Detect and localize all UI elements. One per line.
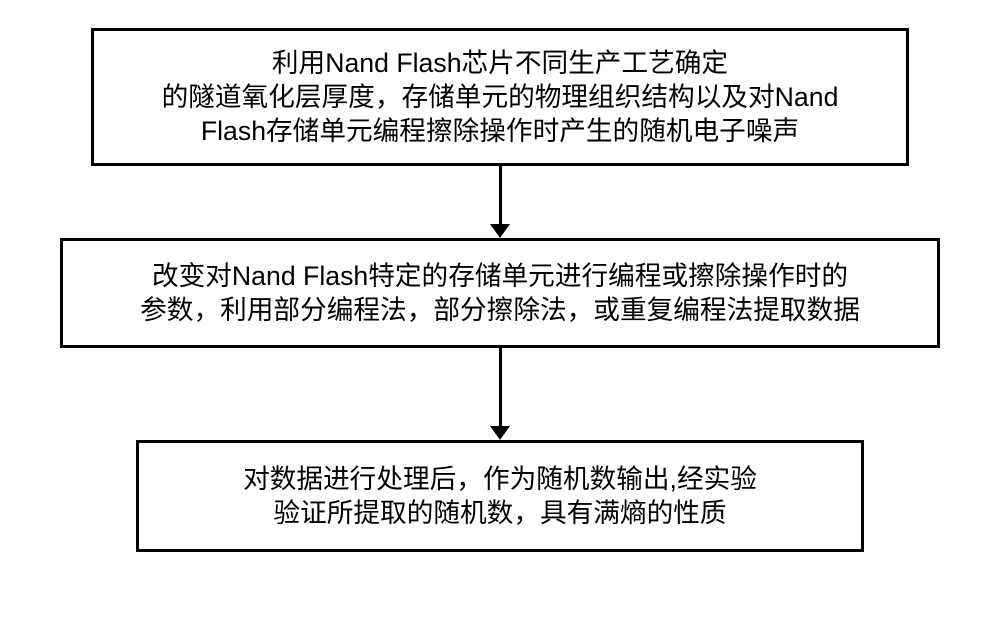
- flowchart-container: 利用Nand Flash芯片不同生产工艺确定 的隧道氧化层厚度，存储单元的物理组…: [60, 28, 940, 552]
- step3-line1: 对数据进行处理后，作为随机数输出,经实验: [243, 462, 757, 496]
- arrow-2-to-3: [490, 348, 510, 440]
- arrow-head-icon: [490, 426, 510, 440]
- flow-step-2: 改变对Nand Flash特定的存储单元进行编程或擦除操作时的 参数，利用部分编…: [60, 238, 940, 348]
- arrow-shaft: [499, 348, 502, 426]
- arrow-head-icon: [490, 224, 510, 238]
- step1-line2: 的隧道氧化层厚度，存储单元的物理组织结构以及对Nand: [162, 80, 839, 114]
- step3-line2: 验证所提取的随机数，具有满熵的性质: [273, 496, 726, 530]
- arrow-1-to-2: [490, 166, 510, 238]
- step2-line1: 改变对Nand Flash特定的存储单元进行编程或擦除操作时的: [152, 259, 848, 293]
- step1-line1: 利用Nand Flash芯片不同生产工艺确定: [272, 46, 728, 80]
- arrow-shaft: [499, 166, 502, 224]
- step1-line3: Flash存储单元编程擦除操作时产生的随机电子噪声: [201, 114, 799, 148]
- step2-line2: 参数，利用部分编程法，部分擦除法，或重复编程法提取数据: [140, 293, 860, 327]
- flow-step-1: 利用Nand Flash芯片不同生产工艺确定 的隧道氧化层厚度，存储单元的物理组…: [91, 28, 909, 166]
- flow-step-3: 对数据进行处理后，作为随机数输出,经实验 验证所提取的随机数，具有满熵的性质: [136, 440, 864, 552]
